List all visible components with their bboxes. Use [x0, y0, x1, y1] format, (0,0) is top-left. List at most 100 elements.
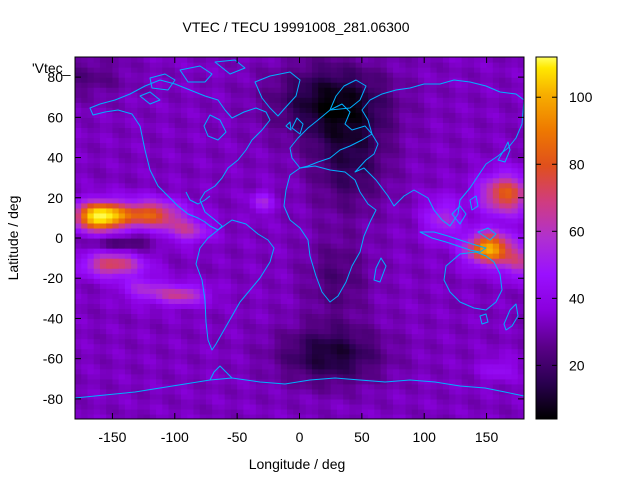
heatmap-cell: [280, 398, 288, 405]
heatmap-cell: [131, 413, 138, 419]
heatmap-cell: [262, 92, 269, 98]
heatmap-cell: [212, 413, 220, 419]
heatmap-cell: [486, 72, 494, 78]
heatmap-cell: [218, 167, 226, 174]
heatmap-cell: [205, 137, 213, 144]
heatmap-cell: [162, 243, 170, 249]
heatmap-cell: [474, 207, 481, 214]
heatmap-cell: [230, 373, 238, 380]
heatmap-cell: [106, 152, 114, 159]
heatmap-cell: [230, 117, 238, 123]
heatmap-cell: [174, 258, 182, 264]
heatmap-cell: [361, 313, 369, 320]
heatmap-cell: [174, 217, 182, 224]
heatmap-cell: [424, 132, 432, 139]
heatmap-cell: [324, 112, 332, 118]
heatmap-cell: [156, 137, 163, 144]
heatmap-cell: [118, 408, 126, 415]
heatmap-cell: [255, 92, 263, 98]
heatmap-cell: [287, 298, 294, 304]
heatmap-cell: [393, 363, 400, 370]
heatmap-cell: [287, 403, 294, 410]
heatmap-cell: [324, 202, 332, 209]
heatmap-cell: [81, 318, 89, 325]
heatmap-cell: [455, 167, 463, 174]
heatmap-cell: [143, 363, 151, 370]
heatmap-cell: [212, 348, 220, 355]
heatmap-cell: [436, 167, 444, 174]
heatmap-cell: [75, 102, 82, 108]
heatmap-cell: [467, 353, 475, 360]
heatmap-cell: [374, 97, 382, 103]
heatmap-cell: [343, 293, 350, 299]
heatmap-cell: [106, 77, 114, 83]
heatmap-cell: [361, 328, 369, 335]
heatmap-cell: [368, 378, 375, 385]
heatmap-cell: [417, 338, 425, 345]
heatmap-cell: [218, 197, 226, 204]
heatmap-cell: [361, 263, 369, 269]
heatmap-cell: [75, 403, 82, 410]
heatmap-cell: [318, 343, 326, 350]
heatmap-cell: [492, 353, 500, 360]
heatmap-cell: [355, 192, 363, 199]
heatmap-cell: [505, 333, 513, 340]
heatmap-cell: [287, 323, 294, 330]
heatmap-cell: [505, 288, 513, 294]
heatmap-cell: [106, 222, 114, 229]
heatmap-cell: [199, 288, 207, 294]
heatmap-cell: [75, 177, 82, 184]
heatmap-cell: [399, 303, 407, 309]
heatmap-cell: [492, 117, 500, 123]
heatmap-cell: [199, 172, 207, 179]
heatmap-cell: [137, 142, 145, 149]
heatmap-cell: [81, 197, 89, 204]
heatmap-cell: [212, 393, 220, 400]
heatmap-cell: [156, 177, 163, 184]
heatmap-cell: [361, 378, 369, 385]
heatmap-cell: [374, 182, 382, 189]
heatmap-cell: [156, 192, 163, 199]
heatmap-cell: [75, 182, 82, 189]
heatmap-cell: [137, 293, 145, 299]
heatmap-cell: [124, 373, 132, 380]
heatmap-cell: [299, 393, 307, 400]
heatmap-cell: [187, 358, 195, 365]
heatmap-cell: [131, 328, 138, 335]
heatmap-cell: [224, 177, 232, 184]
heatmap-cell: [318, 67, 326, 73]
heatmap-cell: [361, 308, 369, 315]
heatmap-cell: [262, 152, 269, 159]
heatmap-cell: [374, 107, 382, 113]
heatmap-cell: [224, 368, 232, 375]
heatmap-cell: [280, 222, 288, 229]
heatmap-cell: [299, 403, 307, 410]
heatmap-cell: [99, 408, 107, 415]
heatmap-cell: [467, 308, 475, 315]
heatmap-cell: [224, 328, 232, 335]
heatmap-cell: [255, 207, 263, 214]
heatmap-cell: [492, 172, 500, 179]
heatmap-cell: [324, 373, 332, 380]
heatmap-cell: [156, 263, 163, 269]
heatmap-cell: [480, 248, 488, 254]
heatmap-cell: [87, 137, 95, 144]
heatmap-cell: [424, 82, 432, 88]
heatmap-cell: [224, 172, 232, 179]
heatmap-cell: [374, 393, 382, 400]
heatmap-cell: [205, 57, 213, 63]
heatmap-cell: [112, 132, 120, 139]
heatmap-cell: [299, 82, 307, 88]
heatmap-cell: [75, 117, 82, 123]
heatmap-cell: [93, 403, 101, 410]
heatmap-cell: [499, 343, 506, 350]
heatmap-cell: [268, 323, 276, 330]
heatmap-cell: [436, 172, 444, 179]
heatmap-cell: [355, 403, 363, 410]
heatmap-cell: [455, 313, 463, 320]
heatmap-cell: [305, 298, 313, 304]
heatmap-cell: [287, 227, 294, 234]
heatmap-cell: [430, 92, 438, 98]
heatmap-cell: [467, 388, 475, 395]
heatmap-cell: [274, 268, 282, 274]
